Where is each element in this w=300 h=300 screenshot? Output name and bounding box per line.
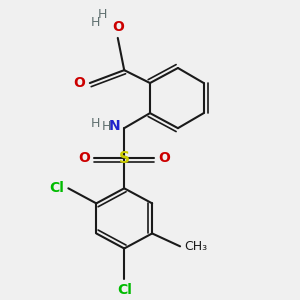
Text: H: H: [91, 16, 101, 29]
Text: O: O: [78, 151, 90, 165]
Text: O: O: [74, 76, 85, 90]
Text: N: N: [108, 119, 120, 133]
Text: Cl: Cl: [49, 181, 64, 195]
Text: H: H: [102, 119, 111, 133]
Text: H: H: [98, 8, 107, 21]
Text: S: S: [119, 151, 130, 166]
Text: O: O: [159, 151, 170, 165]
Text: CH₃: CH₃: [184, 240, 208, 253]
Text: O: O: [112, 20, 124, 34]
Text: H: H: [91, 117, 101, 130]
Text: Cl: Cl: [117, 283, 132, 297]
